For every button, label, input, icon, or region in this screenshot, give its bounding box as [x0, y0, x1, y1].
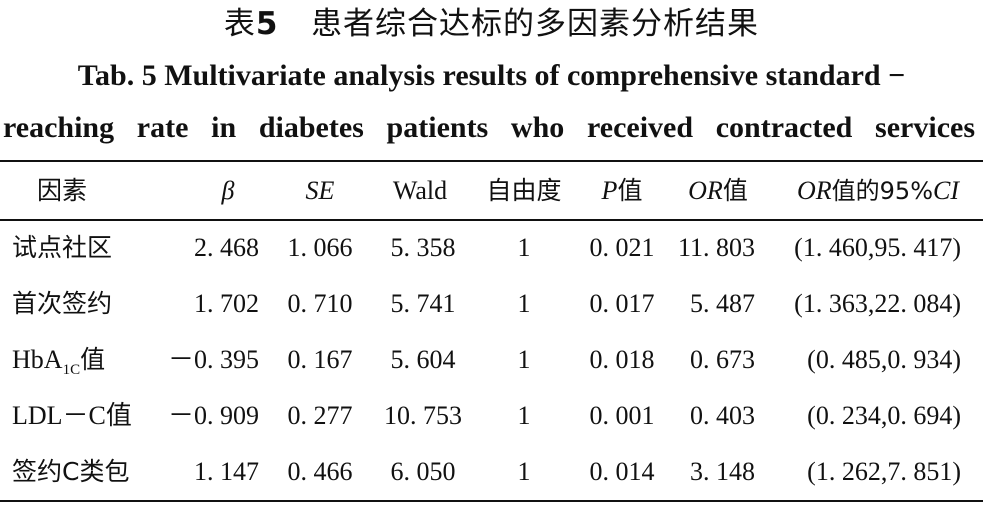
cell-df: 1: [517, 401, 531, 430]
cell-se: 0. 466: [287, 457, 353, 486]
table-top-rule: [0, 160, 983, 162]
table-header-row: 因素 β SE Wald 自由度 P值 OR值 OR值的95%CI: [0, 171, 983, 211]
cell-df: 1: [517, 233, 531, 262]
cell-p: 0. 021: [589, 233, 655, 262]
table-bottom-rule: [0, 500, 983, 502]
title-text: 患者综合达标的多因素分析结果: [311, 6, 760, 42]
header-ci-mid: 值的95%: [831, 177, 934, 205]
cell-factor-subscript: 1C: [62, 362, 81, 378]
table-header-rule: [0, 219, 983, 221]
cell-wald: 5. 358: [390, 233, 456, 262]
header-factor: 因素: [36, 176, 88, 205]
header-ci-label: CI: [933, 176, 960, 205]
cell-factor-tail: 值: [80, 345, 106, 374]
cell-wald: 10. 753: [384, 401, 462, 430]
cell-or: 3. 148: [690, 457, 755, 486]
cell-factor: 试点社区: [12, 233, 113, 262]
cell-ci: (1. 363,22. 084): [794, 289, 961, 318]
cell-df: 1: [517, 345, 531, 374]
cell-se: 0. 167: [287, 345, 353, 374]
header-se: SE: [305, 176, 335, 205]
header-p-label: P: [601, 176, 618, 205]
cell-wald: 6. 050: [390, 457, 456, 486]
cell-factor: 签约C类包: [12, 457, 130, 486]
header-p-value: P值: [602, 171, 643, 211]
cell-p: 0. 014: [589, 457, 655, 486]
table-row: 试点社区 2. 468 1. 066 5. 358 1 0. 021 11. 8…: [0, 228, 983, 268]
cell-beta: －0. 395: [167, 345, 259, 374]
table-row: HbA1C值 －0. 395 0. 167 5. 604 1 0. 018 0.…: [0, 340, 983, 380]
header-df: 自由度: [486, 176, 562, 205]
cell-factor: 首次签约: [12, 289, 113, 318]
cell-p: 0. 018: [589, 345, 655, 374]
cell-wald: 5. 604: [390, 345, 456, 374]
cell-beta: 1. 702: [194, 289, 259, 318]
cell-factor: HbA1C值: [12, 340, 105, 384]
header-or: OR值: [688, 171, 748, 211]
cell-df: 1: [517, 457, 531, 486]
title-number: 5: [255, 6, 279, 42]
header-ci-or: OR: [796, 176, 832, 205]
cell-or: 0. 403: [690, 401, 755, 430]
cell-wald: 5. 741: [390, 289, 456, 318]
header-beta: β: [221, 176, 235, 205]
table-row: 签约C类包 1. 147 0. 466 6. 050 1 0. 014 3. 1…: [0, 452, 983, 492]
cell-ci: (0. 485,0. 934): [807, 345, 961, 374]
header-p-suffix: 值: [617, 176, 643, 205]
header-ci: OR值的95%CI: [797, 171, 959, 211]
table-title-english-line2: reaching rate in diabetes patients who r…: [3, 111, 975, 144]
cell-or: 5. 487: [690, 289, 755, 318]
cell-se: 0. 710: [287, 289, 353, 318]
cell-ci: (1. 460,95. 417): [794, 233, 961, 262]
cell-factor-main: HbA: [12, 345, 63, 374]
header-wald: Wald: [392, 176, 448, 205]
cell-beta: 1. 147: [194, 457, 259, 486]
cell-or: 0. 673: [690, 345, 755, 374]
header-or-label: OR: [688, 176, 723, 205]
cell-ci: (1. 262,7. 851): [807, 457, 961, 486]
header-or-suffix: 值: [722, 176, 748, 205]
cell-or: 11. 803: [677, 233, 755, 262]
cell-df: 1: [517, 289, 531, 318]
title-prefix: 表: [223, 6, 256, 42]
cell-beta: －0. 909: [167, 401, 259, 430]
cell-p: 0. 017: [589, 289, 655, 318]
table-row: 首次签约 1. 702 0. 710 5. 741 1 0. 017 5. 48…: [0, 284, 983, 324]
cell-p: 0. 001: [589, 401, 655, 430]
cell-beta: 2. 468: [194, 233, 259, 262]
table-row: LDL－C值 －0. 909 0. 277 10. 753 1 0. 001 0…: [0, 396, 983, 436]
cell-se: 1. 066: [287, 233, 353, 262]
table-title-chinese: 表5 患者综合达标的多因素分析结果: [0, 4, 983, 44]
cell-ci: (0. 234,0. 694): [807, 401, 961, 430]
cell-factor: LDL－C值: [12, 401, 132, 430]
table-title-english-line1: Tab. 5 Multivariate analysis results of …: [77, 59, 906, 92]
cell-se: 0. 277: [287, 401, 353, 430]
